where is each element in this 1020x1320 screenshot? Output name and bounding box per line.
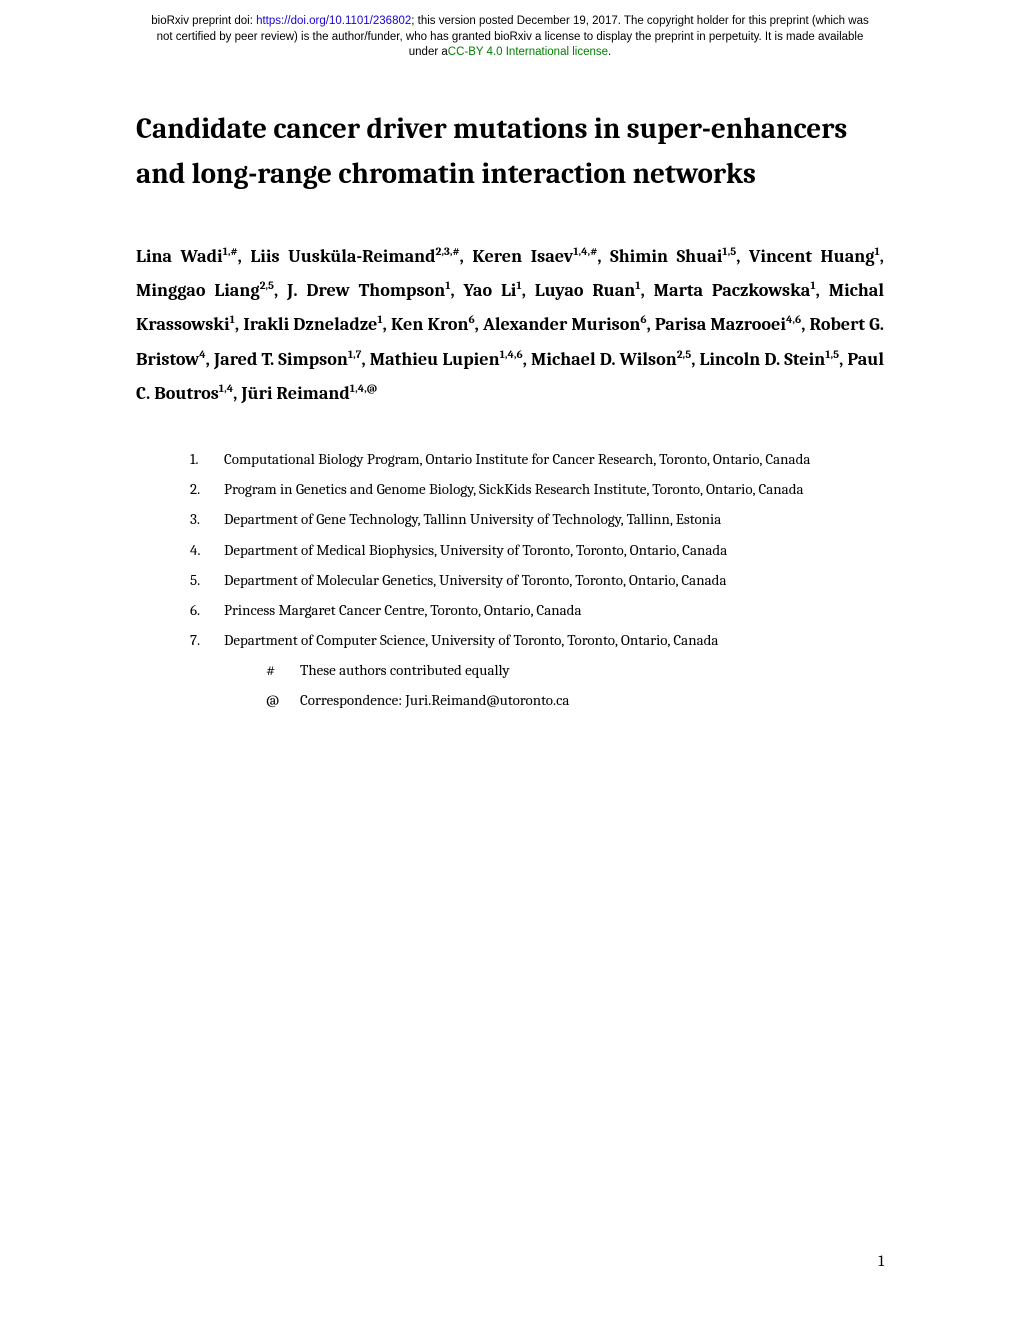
affiliation-text: Program in Genetics and Genome Biology, … bbox=[224, 480, 804, 498]
affiliation-text: Department of Computer Science, Universi… bbox=[224, 631, 718, 649]
affiliation-number: 5. bbox=[190, 568, 200, 593]
note-item: @ Correspondence: Juri.Reimand@utoronto.c… bbox=[266, 688, 884, 713]
affiliation-number: 2. bbox=[190, 477, 200, 502]
affiliation-text: Department of Gene Technology, Tallinn U… bbox=[224, 510, 721, 528]
affiliation-text: Department of Molecular Genetics, Univer… bbox=[224, 571, 727, 589]
affiliation-item: 4. Department of Medical Biophysics, Univ… bbox=[190, 538, 884, 563]
affiliation-text: Computational Biology Program, Ontario I… bbox=[224, 450, 810, 468]
affiliation-item: 6. Princess Margaret Cancer Centre, Toron… bbox=[190, 598, 884, 623]
banner-line3-suffix: . bbox=[608, 46, 611, 58]
author-list: Lina Wadi1,#, Liis Uusküla-Reimand2,3,#,… bbox=[136, 240, 884, 411]
affiliations-list: 1. Computational Biology Program, Ontario… bbox=[136, 447, 884, 653]
affiliation-item: 1. Computational Biology Program, Ontario… bbox=[190, 447, 884, 472]
affiliation-number: 6. bbox=[190, 598, 200, 623]
affiliation-text: Department of Medical Biophysics, Univer… bbox=[224, 541, 727, 559]
banner-line-3: under aCC-BY 4.0 International license. bbox=[0, 45, 1020, 61]
banner-line-1: bioRxiv preprint doi: https://doi.org/10… bbox=[0, 14, 1020, 30]
affiliation-item: 3. Department of Gene Technology, Tallinn… bbox=[190, 507, 884, 532]
license-link[interactable]: CC-BY 4.0 International license bbox=[448, 46, 608, 58]
affiliation-item: 2. Program in Genetics and Genome Biology… bbox=[190, 477, 884, 502]
author-notes: # These authors contributed equally @ Corr… bbox=[136, 658, 884, 713]
banner-line-2: not certified by peer review) is the aut… bbox=[0, 30, 1020, 46]
banner-line1-rest: ; this version posted December 19, 2017.… bbox=[411, 15, 868, 27]
note-item: # These authors contributed equally bbox=[266, 658, 884, 683]
affiliation-number: 3. bbox=[190, 507, 200, 532]
affiliation-number: 4. bbox=[190, 538, 200, 563]
affiliation-number: 7. bbox=[190, 628, 200, 653]
note-text: These authors contributed equally bbox=[300, 661, 510, 679]
affiliation-text: Princess Margaret Cancer Centre, Toronto… bbox=[224, 601, 582, 619]
note-text: Correspondence: Juri.Reimand@utoronto.ca bbox=[300, 691, 569, 709]
note-symbol: # bbox=[266, 658, 275, 683]
preprint-banner: bioRxiv preprint doi: https://doi.org/10… bbox=[0, 14, 1020, 61]
page-content: Candidate cancer driver mutations in sup… bbox=[136, 108, 884, 719]
affiliation-number: 1. bbox=[190, 447, 199, 472]
doi-link[interactable]: https://doi.org/10.1101/236802 bbox=[256, 15, 411, 27]
banner-line3-prefix: under a bbox=[409, 46, 448, 58]
note-symbol: @ bbox=[266, 688, 279, 713]
banner-prefix: bioRxiv preprint doi: bbox=[151, 15, 256, 27]
affiliation-item: 5. Department of Molecular Genetics, Univ… bbox=[190, 568, 884, 593]
page-number: 1 bbox=[878, 1252, 884, 1270]
paper-title: Candidate cancer driver mutations in sup… bbox=[136, 108, 884, 198]
affiliation-item: 7. Department of Computer Science, Univer… bbox=[190, 628, 884, 653]
